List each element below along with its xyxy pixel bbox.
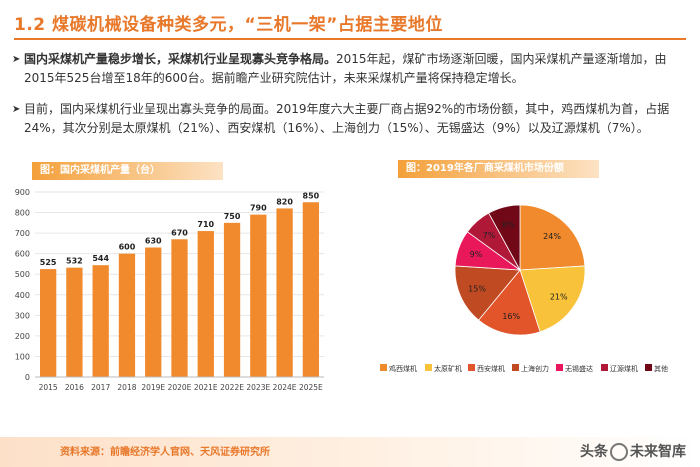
- bar: [223, 222, 241, 377]
- bar-value-label: 710: [197, 220, 214, 229]
- bar: [145, 247, 162, 377]
- y-tick-label: 500: [15, 270, 30, 279]
- bar: [250, 214, 267, 377]
- x-tick-label: 2018: [117, 383, 136, 392]
- pie-slice: [454, 265, 521, 321]
- legend-swatch: [601, 364, 608, 371]
- legend-swatch: [425, 364, 432, 371]
- legend-swatch: [468, 364, 475, 371]
- y-tick-label: 700: [15, 229, 30, 238]
- bar: [66, 267, 83, 377]
- x-tick-label: 2017: [91, 383, 110, 392]
- x-tick-label: 2016: [65, 383, 84, 392]
- pie-value-label: 16%: [502, 312, 520, 321]
- pie-chart-title: 图：2019年各厂商采煤机市场份额: [398, 160, 599, 178]
- pie-value-label: 7%: [483, 231, 496, 240]
- bar-value-label: 630: [145, 237, 162, 246]
- legend-label: 西安煤机: [477, 364, 505, 373]
- y-tick-label: 600: [15, 250, 30, 259]
- bullet-arrow-icon: ➤: [12, 54, 21, 65]
- bar-value-label: 670: [171, 228, 188, 237]
- legend-swatch: [380, 364, 387, 371]
- legend-swatch: [556, 364, 563, 371]
- bar: [197, 231, 214, 377]
- y-tick-label: 800: [15, 209, 30, 218]
- watermark-logo-icon: [610, 443, 628, 461]
- pie-slice: [478, 269, 541, 336]
- footer-source: 资料来源：前瞻经济学人官网、天风证券研究所: [60, 447, 270, 458]
- legend-swatch: [645, 364, 652, 371]
- pie-chart: 24% 21% 16% 15% 9% 7% 8% 鸡西煤机 太原矿机 西安煤机 上海创力 无锡盛达 辽源…: [380, 204, 668, 373]
- bar-value-label: 850: [303, 191, 320, 200]
- bar-value-label: 750: [224, 212, 241, 221]
- y-tick-label: 400: [15, 291, 30, 300]
- x-tick-label: 2024E: [273, 383, 297, 392]
- legend-label: 上海创力: [521, 364, 549, 373]
- page-title: 1.2 煤碳机械设备种类多元，“三机一架”占据主要地位: [14, 15, 443, 35]
- legend-label: 太原矿机: [434, 364, 462, 373]
- bar-value-label: 525: [40, 258, 57, 267]
- bar-chart-title: 图：国内采煤机产量（台）: [32, 162, 223, 180]
- bar: [302, 202, 320, 377]
- legend-label: 其他: [654, 364, 668, 373]
- x-tick-label: 2015: [39, 383, 58, 392]
- pie-value-label: 8%: [502, 221, 515, 230]
- y-tick-label: 900: [15, 188, 30, 197]
- pie-value-label: 24%: [543, 232, 561, 241]
- watermark: 头条 未来智库: [580, 441, 686, 461]
- legend-label: 无锡盛达: [565, 364, 593, 373]
- bar-value-label: 790: [250, 204, 267, 213]
- bullet-2-text: 目前，国内采煤机行业呈现出寡头竞争的局面。2019年度六大主要厂商占据92%的市…: [24, 102, 670, 135]
- x-tick-label: 2022E: [220, 383, 244, 392]
- x-tick-label: 2019E: [141, 383, 165, 392]
- bullet-1-bold: 国内采煤机产量稳步增长，采煤机行业呈现寡头竞争格局。: [24, 52, 337, 66]
- footer-bar: [0, 437, 700, 467]
- bar-value-label: 532: [66, 257, 83, 266]
- watermark-left: 头条: [580, 444, 608, 460]
- y-tick-label: 300: [15, 311, 30, 320]
- pie-slice: [519, 265, 586, 333]
- title-divider: [14, 38, 686, 40]
- bar-value-label: 820: [276, 197, 293, 206]
- legend-label: 辽源煤机: [610, 364, 638, 373]
- pie-value-label: 15%: [468, 285, 486, 294]
- bar-value-label: 544: [92, 254, 109, 263]
- x-tick-label: 2021E: [194, 383, 218, 392]
- x-tick-label: 2025E: [299, 383, 323, 392]
- bar: [276, 208, 293, 377]
- x-tick-label: 2020E: [168, 383, 192, 392]
- bar: [92, 265, 109, 377]
- pie-slice: [488, 204, 521, 271]
- legend-swatch: [512, 364, 519, 371]
- pie-value-label: 9%: [470, 250, 483, 259]
- bar: [171, 239, 188, 377]
- bar: [39, 269, 57, 377]
- bar-chart: 0 100 200 300 400 500 600 700 800 900 525 2015 532 20…: [15, 188, 324, 392]
- y-tick-label: 0: [25, 373, 30, 382]
- bullet-1-text: 2015年起，煤矿市场逐渐回暖，国内采煤机产量逐渐增加，由2015年525台增至…: [24, 52, 667, 85]
- bullet-2: ➤ 目前，国内采煤机行业呈现出寡头竞争的局面。2019年度六大主要厂商占据92%…: [12, 100, 670, 138]
- pie-value-label: 21%: [550, 292, 568, 301]
- bar: [118, 253, 136, 377]
- watermark-right: 未来智库: [630, 444, 686, 460]
- y-tick-label: 200: [15, 332, 30, 341]
- x-tick-label: 2023E: [246, 383, 270, 392]
- bar-value-label: 600: [119, 243, 136, 252]
- bullet-1: ➤ 国内采煤机产量稳步增长，采煤机行业呈现寡头竞争格局。2015年起，煤矿市场逐…: [12, 50, 670, 88]
- y-tick-label: 100: [15, 352, 30, 361]
- bullet-arrow-icon: ➤: [12, 104, 21, 115]
- pie-slice: [519, 204, 586, 271]
- legend-label: 鸡西煤机: [389, 364, 417, 373]
